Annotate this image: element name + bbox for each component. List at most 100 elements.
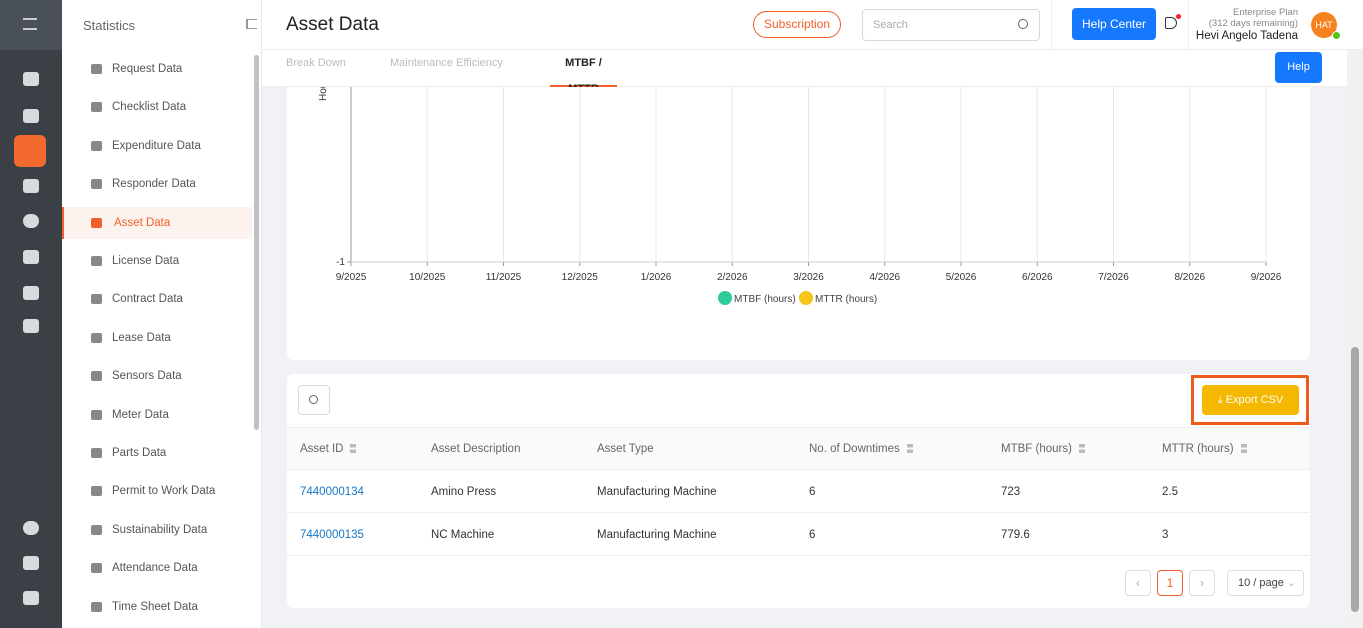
search-icon [1018, 19, 1028, 29]
item-label: Asset Data [114, 216, 171, 229]
item-label: Request Data [112, 63, 183, 75]
tab[interactable]: Break Down [286, 57, 346, 69]
tab-active[interactable]: MTBF / MTTR [550, 50, 617, 95]
rail-icon[interactable] [23, 286, 39, 300]
sidebar-item[interactable]: Sensors Data [62, 360, 252, 392]
rail-top [0, 0, 62, 50]
legend-label: MTBF (hours) [734, 294, 796, 305]
item-icon [91, 601, 102, 612]
sidebar-item[interactable]: Permit to Work Data [62, 475, 252, 507]
x-tick-label: 4/2026 [869, 272, 900, 283]
x-tick-label: 11/2025 [486, 272, 522, 283]
item-icon [91, 102, 102, 113]
rail-icon-active[interactable] [14, 135, 46, 167]
sidebar-item[interactable]: Asset Data [62, 206, 252, 239]
page-scrollbar [1347, 50, 1363, 628]
item-icon [91, 140, 102, 151]
sort-icon[interactable] [350, 444, 357, 454]
page-size-select[interactable]: 10 / page ⌄ [1227, 570, 1304, 596]
announcement-icon[interactable] [1165, 17, 1177, 29]
table-row: 7440000135 NC Machine Manufacturing Machin… [287, 513, 1310, 556]
sort-icon[interactable] [1078, 444, 1085, 454]
settings-icon[interactable] [23, 521, 39, 535]
current-page[interactable]: 1 [1157, 570, 1183, 596]
column-header[interactable]: No. of Downtimes [809, 428, 913, 471]
x-tick-label: 2/2026 [717, 272, 748, 283]
asset-link[interactable]: 7440000135 [300, 529, 364, 541]
plan-remaining: (312 days remaining) [1208, 18, 1298, 29]
tab[interactable]: Maintenance Efficiency [390, 57, 503, 69]
item-icon [91, 179, 102, 190]
x-tick-label: 5/2026 [946, 272, 977, 283]
sidebar-item[interactable]: Parts Data [62, 437, 252, 469]
rail-icon[interactable] [23, 214, 39, 228]
nav-rail [0, 0, 62, 628]
item-icon [91, 332, 102, 343]
subscription-button[interactable]: Subscription [753, 11, 841, 38]
item-icon [91, 64, 102, 74]
logout-icon[interactable] [23, 591, 39, 605]
column-header[interactable]: Asset Type [597, 428, 654, 471]
sidebar-item[interactable]: Attendance Data [62, 552, 252, 584]
status-dot [1332, 31, 1341, 40]
x-tick-label: 9/2026 [1251, 272, 1282, 283]
sidebar-item[interactable]: Time Sheet Data [62, 591, 252, 623]
avatar[interactable]: HAT [1311, 12, 1337, 38]
y-tick-label: -1 [336, 257, 345, 268]
item-icon [91, 486, 102, 497]
notification-dot [1176, 14, 1181, 19]
chart: Hours 9/2025 10/2025 11/2025 12/2025 1/2026 2/… [318, 87, 1282, 305]
column-title: MTTR (hours) [1162, 443, 1234, 455]
sidebar-item[interactable]: Meter Data [62, 399, 252, 431]
item-icon [91, 409, 102, 420]
help-button[interactable]: Help [1275, 52, 1322, 83]
item-icon [91, 448, 102, 458]
expand-icon[interactable] [23, 18, 37, 30]
asset-link[interactable]: 7440000134 [300, 486, 364, 498]
rail-icon[interactable] [23, 109, 39, 123]
legend-label: MTTR (hours) [815, 294, 877, 305]
sidebar-item[interactable]: License Data [62, 245, 252, 277]
collapse-icon[interactable] [246, 19, 257, 29]
table-cell: NC Machine [431, 529, 495, 541]
item-label: Meter Data [112, 408, 169, 421]
search-input[interactable]: Search [862, 9, 1040, 41]
table-cell: 779.6 [1001, 529, 1030, 541]
item-label: License Data [112, 255, 180, 267]
rail-icon[interactable] [23, 319, 39, 333]
sidebar-item[interactable]: Expenditure Data [62, 130, 252, 162]
item-label: Time Sheet Data [112, 600, 198, 613]
item-label: Lease Data [112, 331, 171, 344]
table-search-button[interactable] [298, 385, 330, 415]
sidebar-item[interactable]: Request Data [62, 53, 252, 85]
sidebar-item[interactable]: Lease Data [62, 322, 252, 354]
legend-marker [718, 291, 732, 305]
column-header[interactable]: MTBF (hours) [1001, 428, 1085, 471]
help-center-button[interactable]: Help Center [1072, 8, 1156, 40]
column-title: MTBF (hours) [1001, 443, 1072, 455]
sort-icon[interactable] [906, 444, 913, 454]
export-label: Export CSV [1225, 394, 1284, 406]
column-header[interactable]: Asset Description [431, 428, 520, 471]
sidebar-item[interactable]: Contract Data [62, 283, 252, 315]
header: Asset Data Subscription Search Help Cent… [262, 0, 1363, 50]
rail-icon[interactable] [23, 250, 39, 264]
column-header[interactable]: MTTR (hours) [1162, 428, 1247, 471]
sidebar: Statistics Request Data Checklist Data Exp… [62, 0, 262, 628]
column-header[interactable]: Asset ID [300, 428, 357, 471]
next-page[interactable]: › [1189, 570, 1215, 596]
sidebar-item[interactable]: Sustainability Data [62, 514, 252, 546]
item-label: Contract Data [112, 293, 183, 306]
sidebar-item[interactable]: Checklist Data [62, 91, 252, 123]
user-name: Hevi Angelo Tadena [1195, 30, 1298, 42]
rail-icon[interactable] [23, 72, 39, 86]
rail-icon[interactable] [23, 556, 39, 570]
sort-icon[interactable] [1240, 444, 1247, 454]
export-csv-button[interactable]: ⤓ Export CSV [1202, 385, 1299, 415]
rail-icon[interactable] [23, 179, 39, 193]
sidebar-item[interactable]: Responder Data [62, 168, 252, 200]
highlight-box [1191, 375, 1309, 425]
scroll-thumb [1351, 347, 1359, 612]
item-icon [91, 294, 102, 305]
prev-page[interactable]: ‹ [1125, 570, 1151, 596]
